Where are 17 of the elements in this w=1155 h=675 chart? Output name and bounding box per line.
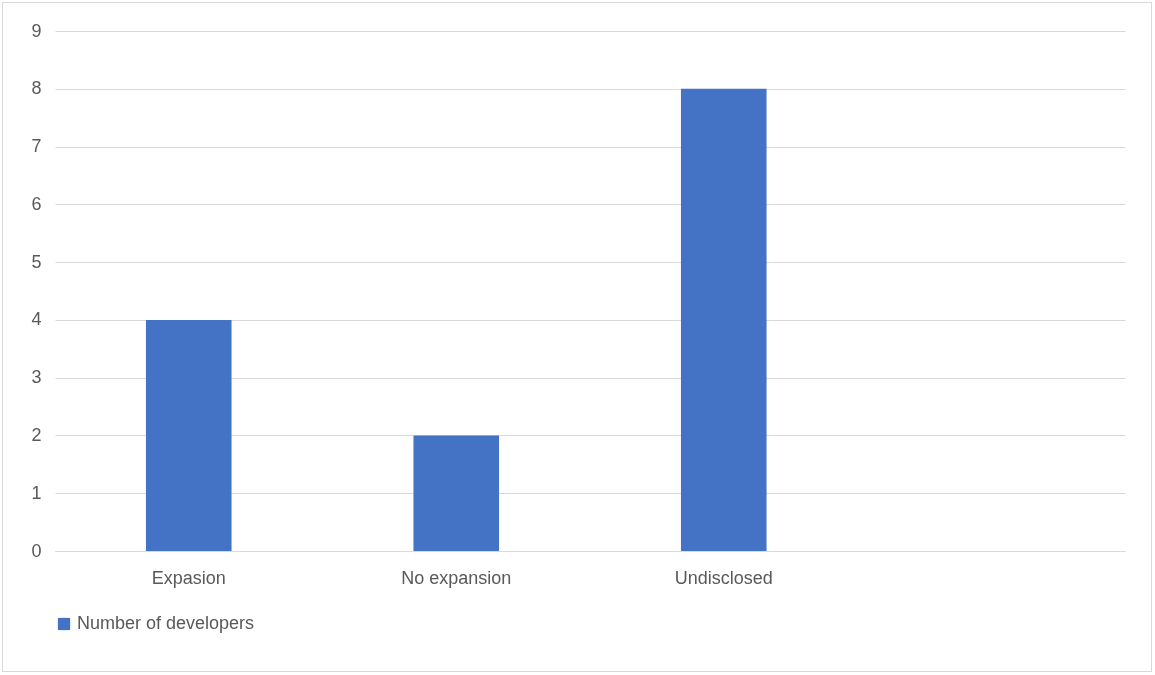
x-tick-label: Expasion	[151, 567, 226, 588]
y-tick-label: 8	[31, 78, 42, 99]
bar	[145, 319, 232, 551]
y-tick-label: 1	[31, 482, 42, 503]
x-tick-label: No expansion	[401, 567, 512, 588]
y-tick-label: 2	[31, 424, 42, 445]
y-tick-label: 9	[31, 20, 42, 41]
y-tick-label: 4	[31, 309, 42, 330]
y-tick-label: 0	[31, 540, 42, 561]
bar	[413, 435, 500, 551]
x-tick-label: Undisclosed	[674, 567, 773, 588]
y-tick-label: 7	[31, 136, 42, 157]
bar	[680, 88, 767, 551]
y-tick-label: 6	[31, 193, 42, 214]
y-tick-label: 3	[31, 367, 42, 388]
y-tick-label: 5	[31, 251, 42, 272]
legend-label: Number of developers	[77, 613, 255, 633]
